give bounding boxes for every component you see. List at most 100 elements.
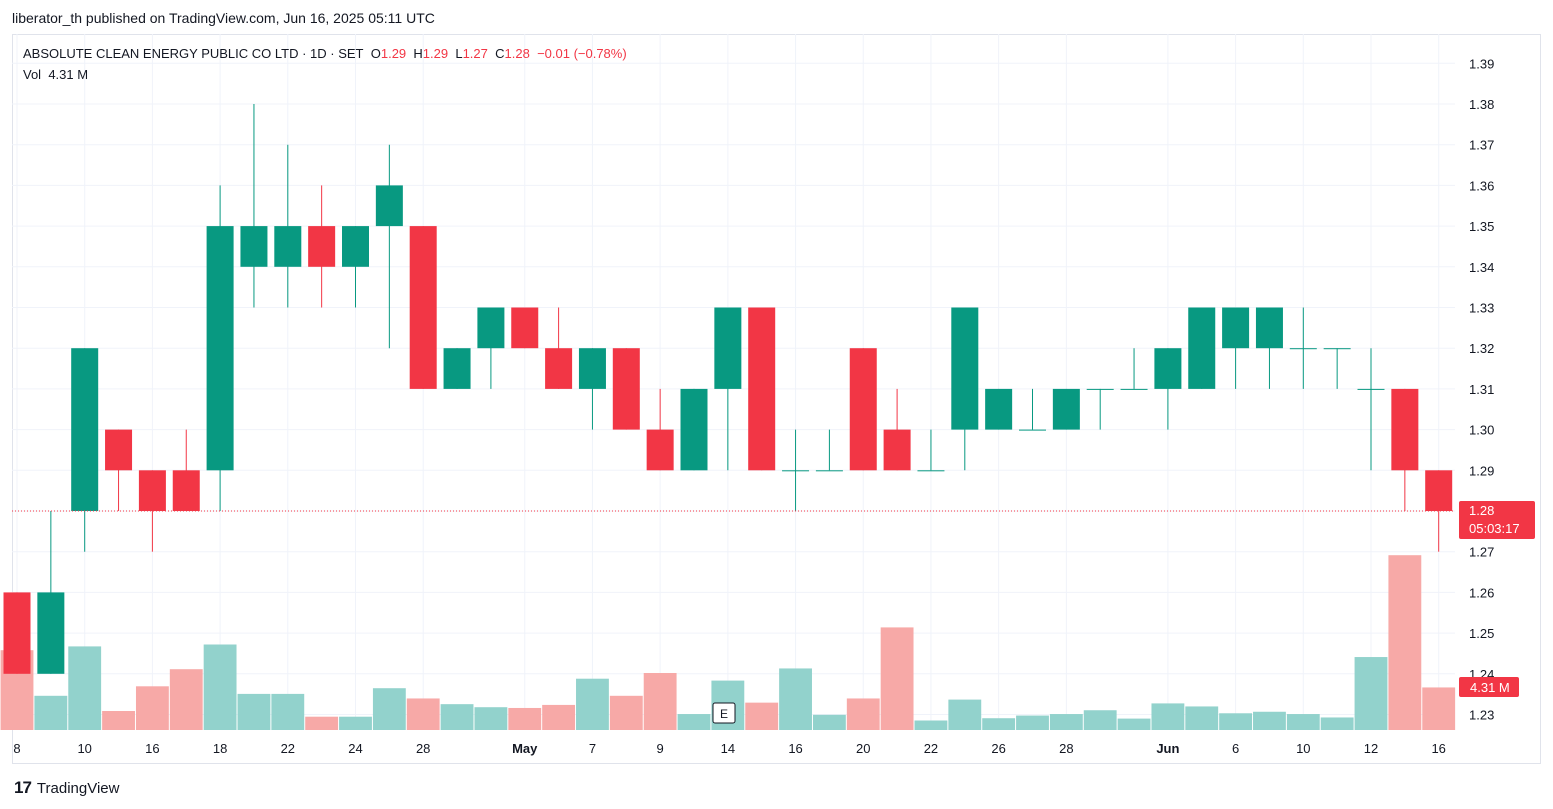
high-label: H xyxy=(413,46,423,61)
time-tick-label: 18 xyxy=(213,741,227,756)
candle-body xyxy=(172,470,200,511)
price-tick-label: 1.26 xyxy=(1469,585,1494,600)
volume-bar xyxy=(68,646,102,730)
low-label: L xyxy=(455,46,463,61)
time-tick-label: 26 xyxy=(991,741,1005,756)
volume-bar xyxy=(948,699,982,730)
candle-body xyxy=(1357,388,1385,390)
candle-body xyxy=(1188,307,1216,389)
time-tick-label: 22 xyxy=(924,741,938,756)
price-tick-label: 1.35 xyxy=(1469,219,1494,234)
candle-body xyxy=(240,226,268,267)
chart-frame[interactable] xyxy=(12,34,1541,764)
volume-bar xyxy=(982,718,1016,730)
volume-label: Vol xyxy=(23,67,42,82)
candle-body xyxy=(409,226,437,389)
price-tick-label: 1.37 xyxy=(1469,138,1494,153)
volume-bar xyxy=(1185,706,1219,730)
volume-bar xyxy=(508,707,542,730)
earnings-marker[interactable]: E xyxy=(712,702,736,724)
price-tick-label: 1.36 xyxy=(1469,178,1494,193)
time-tick-label: 6 xyxy=(1232,741,1239,756)
candle-body xyxy=(477,307,505,349)
time-tick-label: Jun xyxy=(1156,741,1179,756)
volume-bar xyxy=(102,711,135,730)
candle-body xyxy=(206,226,234,471)
candle-body xyxy=(917,470,945,472)
price-tag-price: 1.28 xyxy=(1469,503,1494,518)
candle-body xyxy=(612,348,640,430)
volume-bar xyxy=(812,714,846,730)
candle-body xyxy=(1425,470,1453,511)
close-label: C xyxy=(495,46,505,61)
candle-body xyxy=(105,429,133,471)
time-tick-label: May xyxy=(512,741,538,756)
time-tick-label: 16 xyxy=(1431,741,1445,756)
price-tick-label: 1.31 xyxy=(1469,382,1494,397)
candle-body xyxy=(646,429,674,471)
volume-bar xyxy=(1016,715,1049,730)
price-tick-label: 1.25 xyxy=(1469,626,1494,641)
volume-bar xyxy=(1151,703,1185,730)
candle-body xyxy=(1086,388,1114,390)
time-axis: 8 10 16 18 22 24 28 May 7 9 14 16 20 22 26 28 Jun 6 10 12 16 xyxy=(13,741,1446,756)
time-tick-label: 20 xyxy=(856,741,870,756)
change-value: −0.01 (−0.78%) xyxy=(537,46,627,61)
volume-bar xyxy=(914,720,948,730)
time-tick-label: 24 xyxy=(348,741,362,756)
candle-body xyxy=(443,348,471,389)
volume-bar xyxy=(339,716,372,730)
price-tick-label: 1.30 xyxy=(1469,423,1494,438)
volume-tag xyxy=(1459,677,1519,697)
open-value: 1.29 xyxy=(380,46,407,61)
candle-body xyxy=(748,307,776,471)
candle-body xyxy=(375,185,403,227)
time-tick-label: 22 xyxy=(281,741,295,756)
candle-body xyxy=(37,592,65,674)
price-tick-label: 1.27 xyxy=(1469,545,1494,560)
candle-body xyxy=(849,348,877,471)
volume-value: 4.31 M xyxy=(48,67,89,82)
tradingview-logo-icon: 17 xyxy=(14,778,32,797)
close-value: 1.28 xyxy=(504,46,530,61)
footer-brand[interactable]: 17 TradingView xyxy=(14,778,119,798)
volume-bar xyxy=(474,707,508,730)
volume-bar xyxy=(677,714,711,730)
candle-body xyxy=(1154,348,1182,389)
volume-bar xyxy=(1286,714,1320,730)
symbol-line[interactable]: ABSOLUTE CLEAN ENERGY PUBLIC CO LTD · 1D… xyxy=(23,46,364,61)
open-label: O xyxy=(370,46,381,61)
candle-body xyxy=(511,307,539,349)
volume-bar xyxy=(643,673,677,730)
price-tick-label: 1.23 xyxy=(1469,708,1494,723)
candle-body xyxy=(1289,348,1317,350)
price-tick-label: 1.34 xyxy=(1469,260,1494,275)
candle-body xyxy=(815,470,843,472)
volume-bar xyxy=(846,698,880,730)
volume-tag-text: 4.31 M xyxy=(1470,680,1510,695)
candle-body xyxy=(1255,307,1283,349)
publisher-line: liberator_th published on TradingView.co… xyxy=(12,10,435,26)
time-tick-label: 28 xyxy=(1059,741,1073,756)
volume-bar xyxy=(880,627,914,730)
volume-bar xyxy=(305,716,339,730)
volume-bar xyxy=(169,669,203,730)
high-value: 1.29 xyxy=(422,46,449,61)
price-axis: 1.231.241.251.261.271.281.291.301.311.32… xyxy=(1469,56,1494,722)
volume-bar xyxy=(745,702,779,730)
axis-tags: 1.28 05:03:17 4.31 M xyxy=(12,501,1535,697)
candle-body xyxy=(680,388,708,471)
time-tick-label: 7 xyxy=(589,741,596,756)
candle-body xyxy=(714,307,742,389)
candle-body xyxy=(578,348,606,389)
volume-legend: Vol 4.31 M xyxy=(23,67,88,82)
candles xyxy=(3,104,1453,674)
candle-body xyxy=(545,348,573,389)
candle-body xyxy=(3,592,31,674)
candle-body xyxy=(274,226,302,267)
time-tick-label: 10 xyxy=(1296,741,1310,756)
earnings-marker-label: E xyxy=(720,707,728,721)
volume-bar xyxy=(1354,657,1388,730)
candle-body xyxy=(951,307,979,430)
